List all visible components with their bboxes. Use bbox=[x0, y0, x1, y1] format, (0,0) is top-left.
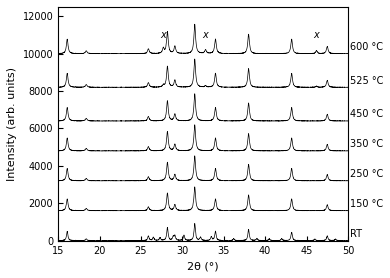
Text: x: x bbox=[314, 30, 319, 40]
Y-axis label: Intensity (arb. units): Intensity (arb. units) bbox=[7, 67, 17, 181]
Text: x: x bbox=[160, 30, 166, 40]
Text: 350 °C: 350 °C bbox=[349, 139, 383, 149]
Text: x: x bbox=[203, 30, 208, 40]
Text: 525 °C: 525 °C bbox=[349, 76, 383, 86]
Text: 450 °C: 450 °C bbox=[349, 110, 383, 120]
Text: 150 °C: 150 °C bbox=[349, 199, 383, 209]
Text: 250 °C: 250 °C bbox=[349, 169, 383, 179]
X-axis label: 2θ (°): 2θ (°) bbox=[187, 261, 219, 271]
Text: RT: RT bbox=[349, 229, 362, 239]
Text: 600 °C: 600 °C bbox=[349, 42, 383, 52]
